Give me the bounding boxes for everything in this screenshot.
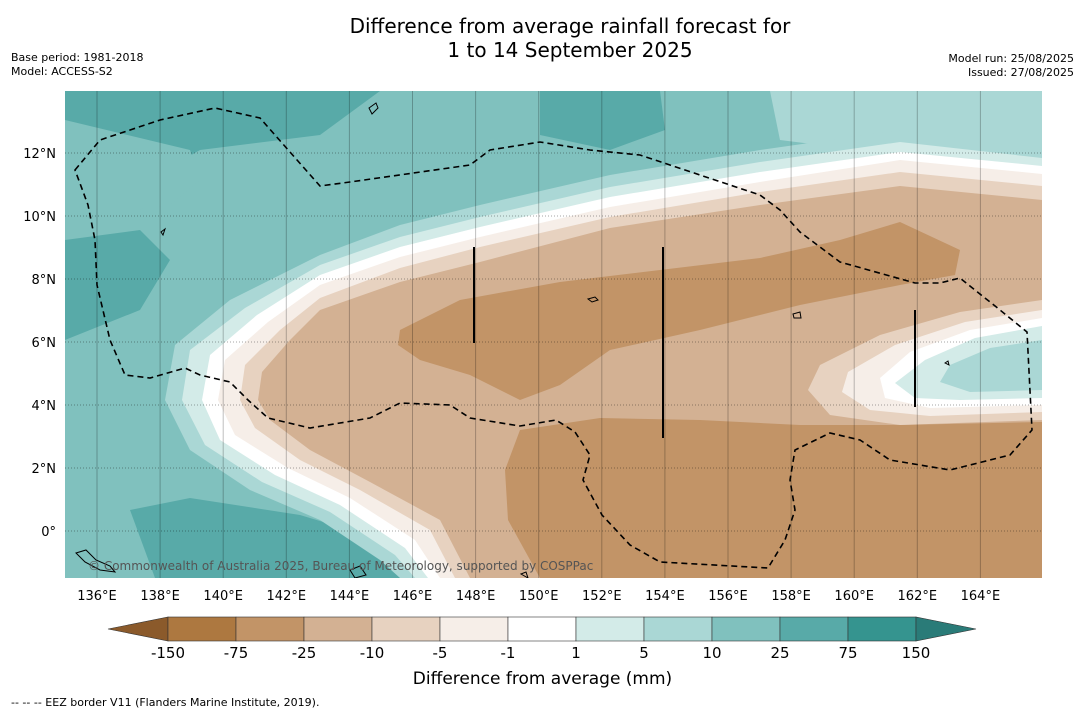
colorbar-segment: [167, 616, 237, 642]
colorbar-segment: [847, 616, 917, 642]
colorbar-segment: [371, 616, 441, 642]
island: [368, 102, 379, 115]
longitude-tick-label: 136°E: [77, 589, 117, 604]
latitude-tick-label: 6°N: [32, 336, 57, 351]
longitude-tick-label: 146°E: [393, 589, 433, 604]
anomaly-patch-25-north-west: [65, 120, 200, 230]
latitude-tick-label: 8°N: [32, 273, 57, 288]
longitude-tick-label: 138°E: [140, 589, 180, 604]
longitude-tick-label: 150°E: [519, 589, 559, 604]
colorbar-extend-high: [915, 616, 977, 642]
copyright-notice: © Commonwealth of Australia 2025, Bureau…: [88, 559, 593, 573]
model-name: Model: ACCESS-S2: [11, 65, 113, 78]
island: [160, 227, 166, 237]
longitude-tick-labels: 136°E 138°E 140°E 142°E 144°E 146°E 148°E 150°E…: [77, 589, 1000, 604]
colorbar-segment: [303, 616, 373, 642]
islands: [75, 102, 950, 578]
model-run-date: Model run: 25/08/2025: [948, 52, 1074, 65]
title-line-2: 1 to 14 September 2025: [447, 38, 693, 62]
longitude-tick-label: 156°E: [708, 589, 748, 604]
colorbar-tick-label: -75: [224, 644, 249, 662]
colorbar-tick-label: -150: [151, 644, 185, 662]
chart-title: Difference from average rainfall forecas…: [0, 14, 1085, 62]
longitude-tick-label: 148°E: [456, 589, 496, 604]
anomaly-patch-75-west: [65, 230, 170, 340]
island: [792, 311, 802, 319]
longitude-tick-label: 154°E: [645, 589, 685, 604]
longitude-tick-label: 164°E: [961, 589, 1001, 604]
longitude-tick-label: 140°E: [203, 589, 243, 604]
colorbar-tick-label: 5: [639, 644, 649, 662]
latitude-tick-labels: 12°N 10°N 8°N 6°N 4°N 2°N 0°: [23, 147, 56, 540]
colorbar-segment: [779, 616, 849, 642]
colorbar-segment: [575, 616, 645, 642]
colorbar-segment: [235, 616, 305, 642]
longitude-tick-label: 152°E: [582, 589, 622, 604]
colorbar-segment: [711, 616, 781, 642]
longitude-tick-label: 162°E: [898, 589, 938, 604]
longitude-tick-label: 160°E: [834, 589, 874, 604]
colorbar-tick-labels: -150 -75 -25 -10 -5 -1 1 5 10 25 75 150: [151, 644, 930, 662]
colorbar-tick-label: 1: [571, 644, 581, 662]
latitude-tick-label: 0°: [41, 525, 56, 540]
colorbar-extend-low: [107, 616, 169, 642]
colorbar-tick-label: 25: [770, 644, 789, 662]
colorbar-tick-label: -5: [433, 644, 448, 662]
longitude-tick-label: 142°E: [267, 589, 307, 604]
latitude-tick-label: 12°N: [23, 147, 56, 162]
issued-date: Issued: 27/08/2025: [967, 66, 1074, 79]
rainfall-anomaly-map: © Commonwealth of Australia 2025, Bureau…: [65, 91, 1042, 578]
gridlines: [65, 152, 1042, 532]
colorbar-title: Difference from average (mm): [412, 669, 673, 689]
model-info: Base period: 1981-2018 Model: ACCESS-S2: [11, 51, 143, 79]
eez-footnote: -- -- -- EEZ border V11 (Flanders Marine…: [11, 696, 320, 709]
anomaly-core-minus25-minus75-north: [398, 222, 960, 400]
island: [519, 571, 529, 578]
island: [586, 296, 599, 303]
colorbar-tick-label: 75: [838, 644, 857, 662]
latitude-tick-label: 4°N: [32, 399, 57, 414]
colorbar-tick-label: -10: [360, 644, 385, 662]
base-period: Base period: 1981-2018: [11, 51, 144, 64]
colorbar: [107, 616, 977, 642]
island: [75, 549, 117, 573]
colorbar-tick-label: -25: [292, 644, 317, 662]
anomaly-core-minus25-minus75-south: [505, 418, 1042, 578]
anomaly-patch-75-north: [540, 91, 665, 150]
colorbar-segment: [643, 616, 713, 642]
anomaly-east-lobe-plus10: [940, 340, 1042, 392]
latitude-tick-label: 2°N: [32, 462, 57, 477]
anomaly-patch-75-south-west: [130, 498, 430, 578]
colorbar-tick-label: -1: [501, 644, 516, 662]
meridian-lines: [96, 91, 981, 578]
latitude-tick-label: 10°N: [23, 210, 56, 225]
title-line-1: Difference from average rainfall forecas…: [349, 14, 791, 38]
longitude-tick-label: 158°E: [771, 589, 811, 604]
island: [349, 565, 367, 578]
colorbar-segment: [507, 616, 577, 642]
longitude-tick-label: 144°E: [330, 589, 370, 604]
run-info: Model run: 25/08/2025 Issued: 27/08/2025: [948, 52, 1074, 80]
island: [944, 360, 950, 366]
colorbar-tick-label: 10: [702, 644, 721, 662]
colorbar-tick-label: 150: [902, 644, 931, 662]
colorbar-segment: [439, 616, 509, 642]
